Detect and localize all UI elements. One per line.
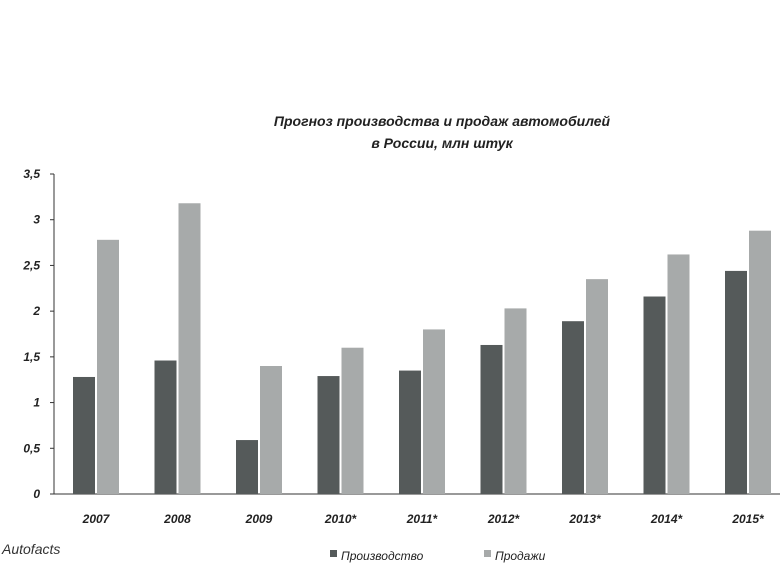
x-tick-label: 2012*	[487, 512, 521, 526]
bar-production	[236, 440, 258, 494]
bar-production	[317, 376, 340, 494]
bar-sales	[97, 239, 119, 494]
y-tick-label: 3,5	[23, 167, 40, 181]
y-tick-label: 1	[33, 396, 40, 410]
x-tick-label: 2014*	[650, 512, 684, 526]
bar-sales	[586, 279, 608, 494]
x-tick-label: 2010*	[324, 512, 358, 526]
bar-sales	[260, 366, 282, 494]
bar-production	[562, 321, 584, 494]
bars	[73, 203, 771, 494]
bar-sales	[749, 230, 771, 494]
x-tick-label: 2015*	[731, 512, 765, 526]
source-label: Autofacts	[1, 541, 60, 557]
bar-production	[399, 370, 421, 494]
x-tick-label: 2011*	[406, 512, 439, 526]
y-tick-label: 1,5	[23, 350, 40, 364]
x-tick-label: 2008	[163, 512, 191, 526]
bar-production	[73, 376, 95, 494]
legend-swatch-sales	[484, 550, 491, 557]
x-axis-ticks: 2007 2008 2009 2010* 2011* 2012* 2013* 2014* 201…	[82, 512, 765, 526]
x-tick-label: 2013*	[568, 512, 602, 526]
bar-sales	[341, 347, 364, 494]
legend-swatch-production	[330, 550, 337, 557]
x-tick-label: 2009	[245, 512, 273, 526]
bar-production	[154, 360, 177, 494]
y-axis-ticks: 0 0,5 1 1,5 2 2,5 3 3,5	[22, 167, 54, 501]
y-tick-label: 2,5	[22, 258, 40, 272]
y-tick-label: 0,5	[23, 441, 40, 455]
y-tick-label: 0	[33, 487, 40, 501]
chart-title-line-2: в России, млн штук	[371, 135, 513, 151]
bar-sales	[667, 254, 690, 494]
y-tick-label: 2	[32, 304, 40, 318]
legend-label-production: Производство	[341, 549, 424, 563]
bar-production	[643, 296, 666, 494]
legend: Производство Продажи	[330, 549, 546, 563]
chart-title-line-1: Прогноз производства и продаж автомобиле…	[274, 113, 611, 129]
legend-label-sales: Продажи	[495, 549, 546, 563]
bar-sales	[178, 203, 201, 494]
y-tick-label: 3	[33, 213, 40, 227]
x-tick-label: 2007	[82, 512, 111, 526]
bar-sales	[504, 308, 527, 494]
bar-production	[725, 270, 747, 494]
bar-sales	[423, 329, 445, 494]
bar-production	[480, 344, 503, 494]
